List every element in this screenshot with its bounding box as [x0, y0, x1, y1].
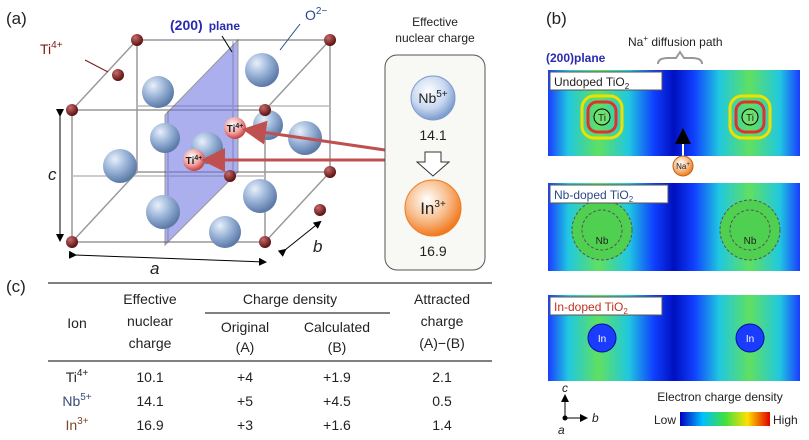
- axis-arrow: [75, 255, 265, 262]
- bracket: [658, 52, 702, 64]
- cell: +4.5: [323, 393, 351, 409]
- figure: (a) Ti4+ Ti4+ Ti4+ (200)plane O2− c a b …: [0, 0, 809, 440]
- inset-title: nuclear charge: [395, 31, 475, 45]
- map: Nb-doped TiO2 Nb Nb: [548, 183, 800, 271]
- cell: +1.9: [323, 369, 351, 385]
- ion-symbol: Ti: [66, 369, 77, 385]
- header: Original: [221, 319, 269, 335]
- header: Calculated: [304, 319, 370, 335]
- cell: +4: [237, 369, 253, 385]
- header: Attracted: [414, 291, 470, 307]
- pointer: [222, 36, 232, 52]
- cell: +5: [237, 393, 253, 409]
- cell: 14.1: [136, 393, 163, 409]
- colorbar: [680, 412, 770, 426]
- axes-indicator: c a b: [558, 381, 599, 437]
- ion-charge: 4+: [77, 368, 89, 379]
- header: (B): [328, 339, 347, 355]
- colorbar-low: Low: [654, 413, 676, 427]
- colorbar-title: Electron charge density: [657, 390, 782, 404]
- cell-ion: Nb5+: [62, 392, 91, 409]
- svg-text:a: a: [558, 423, 565, 437]
- svg-text:Ti: Ti: [598, 113, 606, 124]
- panel-label: (b): [546, 9, 567, 28]
- cell: 2.1: [432, 369, 452, 385]
- pointer: [280, 24, 300, 50]
- svg-text:Undoped TiO2: Undoped TiO2: [554, 75, 630, 91]
- cell: 0.5: [432, 393, 452, 409]
- cell: +1.6: [323, 417, 351, 433]
- svg-text:In-doped TiO2: In-doped TiO2: [554, 300, 628, 316]
- header: nuclear: [127, 313, 173, 329]
- plane-label: (200)plane: [546, 51, 606, 65]
- cell-ion: In3+: [65, 416, 88, 433]
- svg-text:Ti: Ti: [746, 113, 754, 124]
- table-body: Ti4+ 10.1 +4 +1.9 2.1 Nb5+ 14.1 +5 +4.5 0.5 In3+ 16…: [62, 368, 452, 433]
- panel-label: (a): [6, 9, 27, 28]
- ion-value: 14.1: [419, 127, 446, 143]
- header: (A)−(B): [419, 335, 465, 351]
- header: Effective: [123, 291, 177, 307]
- ion-value: 16.9: [419, 243, 446, 259]
- map: In-doped TiO2 In In: [548, 295, 800, 381]
- pointer: [85, 60, 108, 72]
- map: Undoped TiO2 Ti Ti: [548, 70, 800, 156]
- axis-label: b: [313, 237, 322, 256]
- inset-title: Effective: [412, 15, 458, 29]
- header: charge: [129, 335, 172, 351]
- cell: 1.4: [432, 417, 452, 433]
- ion-symbol: In: [65, 417, 77, 433]
- ion-symbol: Nb: [62, 393, 80, 409]
- header: (A): [236, 339, 255, 355]
- colorbar-high: High: [773, 413, 798, 427]
- cell-ion: Ti4+: [66, 368, 89, 385]
- axis-label: a: [150, 259, 159, 278]
- cell: +3: [237, 417, 253, 433]
- svg-text:Nb: Nb: [596, 236, 609, 247]
- svg-text:b: b: [592, 411, 599, 425]
- header: Charge density: [243, 291, 337, 307]
- ti-label: Ti4+: [40, 40, 63, 57]
- svg-text:Nb: Nb: [744, 236, 757, 247]
- oxygen-label: O2−: [305, 6, 327, 23]
- ion-charge: 3+: [77, 416, 89, 427]
- header: charge: [421, 313, 464, 329]
- cell: 10.1: [136, 369, 163, 385]
- ion-charge: 5+: [80, 392, 92, 403]
- axis-label: c: [48, 165, 57, 184]
- svg-text:In: In: [746, 334, 754, 345]
- plane-label: (200)plane: [170, 17, 240, 33]
- cell: 16.9: [136, 417, 163, 433]
- svg-text:Nb-doped TiO2: Nb-doped TiO2: [554, 188, 634, 204]
- svg-text:In: In: [598, 334, 606, 345]
- header: Ion: [67, 315, 86, 331]
- panel-label: (c): [6, 277, 26, 296]
- svg-text:c: c: [562, 381, 568, 395]
- path-label: Na+ diffusion path: [628, 34, 723, 49]
